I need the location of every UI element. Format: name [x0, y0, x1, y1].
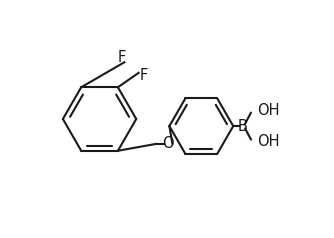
- Text: OH: OH: [257, 134, 280, 149]
- Text: B: B: [238, 119, 247, 134]
- Text: OH: OH: [257, 103, 280, 118]
- Text: O: O: [162, 136, 174, 151]
- Text: F: F: [118, 50, 126, 65]
- Text: F: F: [139, 68, 148, 83]
